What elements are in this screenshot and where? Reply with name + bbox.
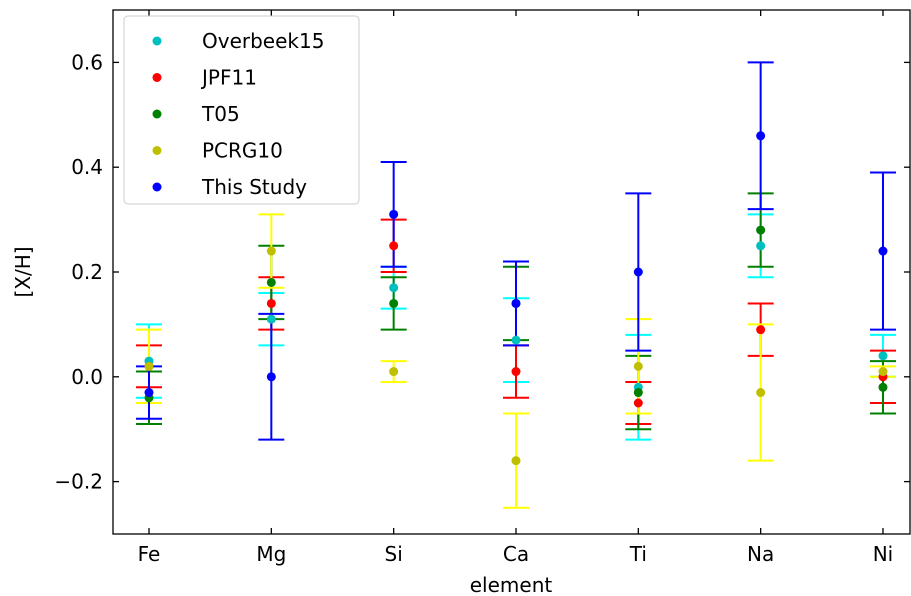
x-axis: Fe Mg Si Ca Ti Na Ni — [138, 10, 894, 566]
data-point-0-6 — [878, 351, 888, 361]
x-tick-label: Na — [747, 542, 774, 566]
x-tick-label: Ca — [503, 542, 529, 566]
y-axis-title: [X/H] — [11, 246, 35, 297]
data-point-4-5 — [756, 131, 766, 141]
x-tick-label: Fe — [138, 542, 161, 566]
y-tick-label: −0.2 — [54, 470, 103, 494]
data-point-1-3 — [511, 367, 521, 377]
data-point-4-3 — [511, 298, 521, 308]
data-point-0-1 — [266, 314, 276, 324]
data-point-0-3 — [511, 335, 521, 345]
data-point-2-1 — [266, 277, 276, 287]
data-point-1-5 — [756, 325, 766, 335]
data-point-3-3 — [511, 456, 521, 466]
legend-marker — [152, 36, 162, 46]
legend-marker — [152, 146, 162, 155]
legend-marker — [152, 73, 162, 82]
legend-marker — [152, 109, 162, 119]
data-point-0-5 — [756, 241, 766, 251]
legend-box — [123, 15, 360, 205]
legend-entry: T05 — [201, 102, 240, 126]
y-tick-label: 0.4 — [71, 155, 103, 179]
data-point-2-5 — [756, 225, 766, 235]
legend: Overbeek15 JPF11 T05 PCRG10 This Study — [123, 15, 360, 205]
legend-entry: Overbeek15 — [202, 29, 324, 53]
data-point-1-1 — [266, 298, 276, 308]
legend-entry: JPF11 — [200, 66, 257, 90]
x-axis-title: element — [470, 573, 553, 596]
data-point-3-2 — [389, 367, 399, 377]
legend-entry: PCRG10 — [202, 139, 283, 163]
y-tick-label: 0.6 — [71, 50, 103, 74]
data-point-1-2 — [389, 241, 399, 251]
x-tick-label: Ni — [873, 542, 894, 566]
data-point-3-0 — [144, 361, 154, 371]
x-tick-label: Mg — [256, 542, 286, 566]
data-point-0-2 — [389, 283, 399, 293]
y-tick-label: 0.2 — [71, 260, 103, 284]
data-point-1-4 — [633, 398, 643, 408]
data-point-4-4 — [633, 267, 643, 277]
data-point-4-0 — [144, 388, 154, 398]
y-tick-label: 0.0 — [71, 365, 103, 389]
data-point-4-2 — [389, 209, 399, 219]
x-tick-label: Ti — [629, 542, 647, 566]
data-point-4-6 — [878, 246, 888, 256]
legend-marker — [152, 182, 162, 192]
data-point-2-6 — [878, 382, 888, 392]
data-point-2-4 — [633, 388, 643, 398]
data-point-3-6 — [878, 367, 888, 377]
legend-entry: This Study — [201, 175, 307, 199]
data-point-3-4 — [633, 361, 643, 371]
data-point-4-1 — [266, 372, 276, 382]
y-axis: −0.2 0.0 0.2 0.4 0.6 — [54, 50, 910, 494]
data-point-2-2 — [389, 298, 399, 308]
data-point-3-1 — [266, 246, 276, 256]
data-point-3-5 — [756, 388, 766, 398]
points-layer — [144, 131, 888, 466]
x-tick-label: Si — [385, 542, 403, 566]
